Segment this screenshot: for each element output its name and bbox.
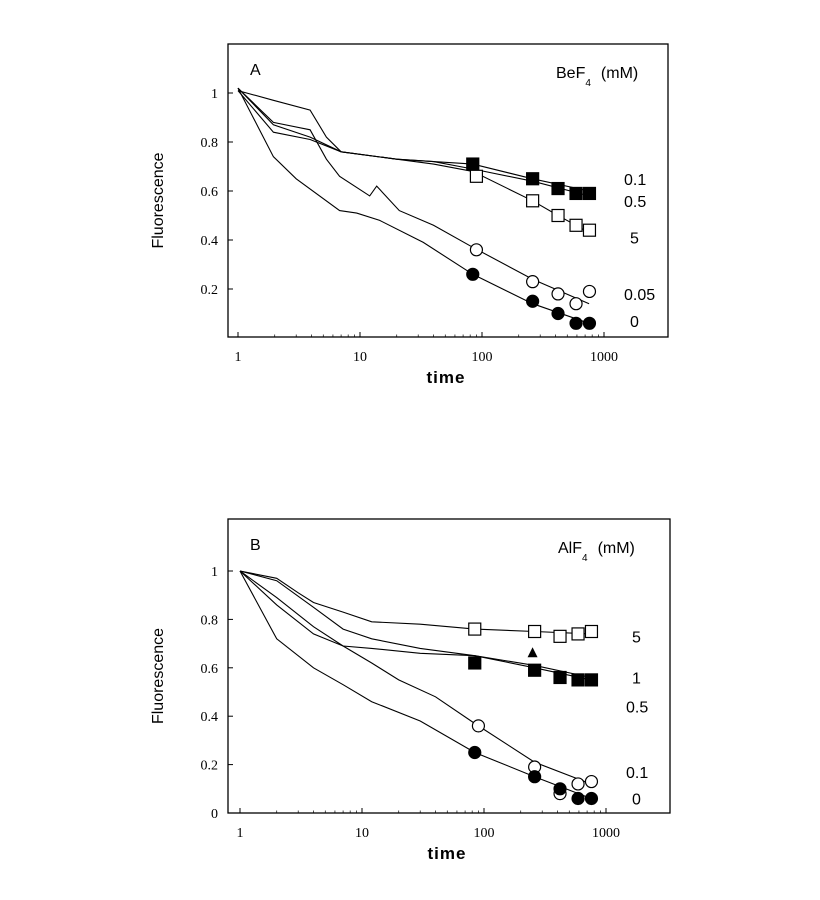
x-tick-label: 100 [472, 350, 493, 365]
series-label: 0.5 [624, 194, 646, 211]
data-point-5 [582, 223, 597, 237]
x-tick-label: 10 [353, 350, 367, 365]
y-tick-label: 0.4 [201, 710, 219, 725]
y-tick-label: 0.4 [201, 234, 219, 249]
series-line-0 [237, 87, 590, 324]
series-label: 0.1 [624, 172, 646, 189]
data-point-5 [468, 622, 482, 636]
x-tick-label: 100 [474, 826, 495, 841]
data-point-5 [584, 624, 599, 639]
series-line-0.05 [237, 87, 590, 305]
y-axis-label: Fluorescence [150, 628, 167, 724]
data-point-5 [469, 169, 484, 183]
y-axis-label: Fluorescence [150, 152, 167, 248]
y-tick-label: 1 [211, 565, 218, 580]
data-point-5 [528, 624, 542, 639]
series-line-5 [237, 90, 590, 234]
data-point-5 [551, 208, 565, 223]
series-label: 1 [632, 670, 641, 687]
series-label: 5 [630, 231, 639, 248]
data-point-0 [468, 745, 482, 760]
series-label: 0 [630, 314, 639, 331]
data-point-1 [553, 670, 567, 685]
chart-panel-a: 1 10 100 1000 0.2 0.4 0.6 0.8 1 time Fluorescence A… [150, 43, 669, 387]
x-tick-label: 1000 [590, 350, 618, 365]
series-label: 0 [632, 791, 641, 808]
y-tick-label: 1 [211, 87, 218, 102]
data-point-1 [571, 673, 585, 687]
legend-title-subscript: 4 [585, 78, 591, 89]
x-axis-label: time [428, 844, 467, 863]
data-point-5 [569, 218, 583, 232]
series-label: 0.5 [626, 700, 648, 717]
chart-panel-b: 1 10 100 100000.20.40.60.81timeFluorescence… [150, 518, 671, 863]
data-point-0.1 [471, 719, 486, 733]
data-point-5 [553, 629, 567, 643]
data-point-0.1 [526, 172, 540, 186]
data-point-0.1 [551, 181, 565, 196]
data-point-0.1 [569, 186, 583, 201]
data-point-0.05 [526, 275, 540, 289]
y-tick-label: 0.6 [201, 662, 219, 677]
data-point-0.1 [584, 774, 599, 789]
data-point-1 [468, 656, 482, 670]
series-line-0.5 [239, 570, 592, 679]
series-line-1 [239, 570, 592, 681]
data-point-5 [526, 194, 540, 208]
series-line-0 [239, 570, 592, 800]
x-tick-label: 1 [235, 350, 242, 365]
data-point-0 [466, 267, 480, 281]
y-tick-label: 0.2 [201, 283, 219, 298]
x-axis-label: time [427, 368, 466, 387]
data-point-0 [528, 770, 542, 784]
plot-frame [227, 518, 671, 814]
data-point-0 [584, 791, 599, 806]
series-label: 5 [632, 629, 641, 646]
x-tick-label: 1000 [592, 826, 620, 841]
data-point-5 [571, 627, 585, 641]
x-tick-label: 1 [237, 826, 244, 841]
legend-title: BeF4 (mM) [556, 65, 638, 89]
data-point-0 [551, 306, 565, 321]
y-tick-label: 0 [211, 807, 218, 822]
data-point-0 [553, 782, 567, 796]
data-point-0.05 [469, 243, 484, 257]
legend-title-text: BeF [556, 65, 586, 82]
panel-label: A [250, 62, 261, 79]
series-line-5 [239, 570, 592, 635]
data-point-1 [584, 673, 599, 687]
data-point-0 [569, 316, 583, 330]
data-point-1 [528, 663, 542, 677]
series-label: 0.1 [626, 765, 648, 782]
legend-title: AlF4 (mM) [558, 540, 635, 564]
y-tick-label: 0.8 [201, 613, 219, 628]
data-point-0 [571, 791, 585, 806]
y-tick-label: 0.2 [201, 759, 219, 774]
data-point-0.05 [582, 284, 597, 299]
data-point-0 [582, 316, 597, 330]
data-point-0.1 [582, 186, 597, 201]
data-point-0 [526, 294, 540, 308]
series-label: 0.05 [624, 287, 655, 304]
data-point-0.05 [551, 287, 565, 301]
legend-title-subscript: 4 [582, 553, 588, 564]
y-tick-label: 0.6 [201, 185, 219, 200]
series-line-0.1 [239, 570, 592, 785]
legend-title-text: AlF [558, 540, 582, 557]
legend-unit: (mM) [598, 540, 635, 557]
data-point-0.05 [569, 297, 583, 311]
plot-frame [227, 43, 669, 338]
legend-unit: (mM) [601, 65, 638, 82]
y-tick-label: 0.8 [201, 136, 219, 151]
panel-label: B [250, 537, 261, 554]
data-point-0.1 [571, 777, 585, 791]
x-tick-label: 10 [355, 826, 369, 841]
data-point-0.5 [527, 647, 538, 658]
